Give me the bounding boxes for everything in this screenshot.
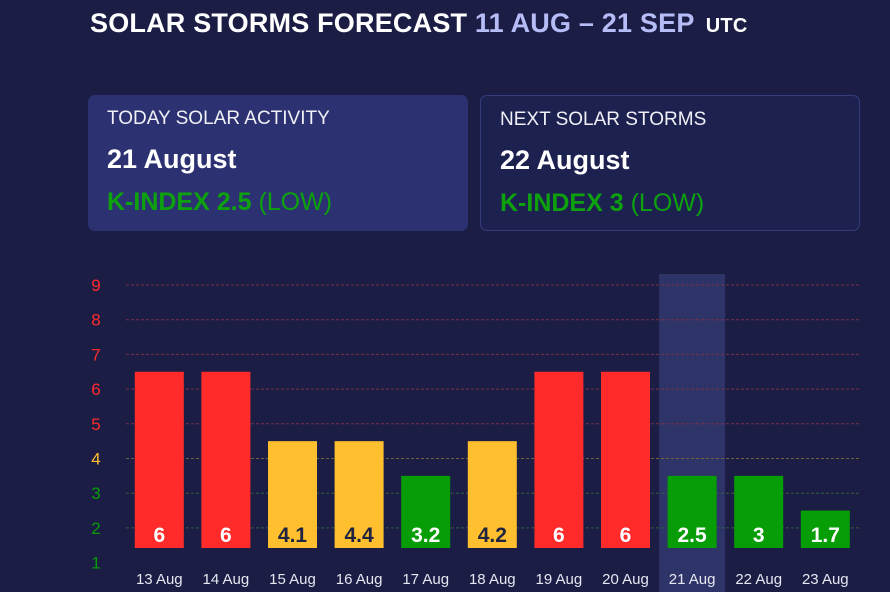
- bar-21-aug: [667, 475, 717, 548]
- today-kindex-value: K-INDEX 2.5: [107, 188, 252, 216]
- x-tick-label: 21 Aug: [669, 571, 716, 588]
- x-tick-label: 20 Aug: [602, 571, 649, 588]
- next-card-kindex: K-INDEX 3 (LOW): [500, 189, 840, 218]
- x-tick-label: 19 Aug: [536, 571, 583, 588]
- bar-23-aug: [800, 510, 850, 548]
- bar-14-aug: [201, 371, 251, 548]
- page-title: SOLAR STORMS FORECAST 11 AUG – 21 SEP UT…: [90, 8, 747, 39]
- title-main: SOLAR STORMS FORECAST: [90, 8, 468, 38]
- y-tick-label: 1: [91, 554, 100, 573]
- y-tick-label: 4: [91, 450, 100, 469]
- y-tick-label: 8: [91, 311, 100, 330]
- x-tick-label: 23 Aug: [802, 571, 849, 588]
- x-tick-label: 16 Aug: [336, 571, 383, 588]
- bar-value-label: 4.1: [278, 524, 308, 547]
- bar-value-label: 6: [153, 524, 165, 547]
- x-tick-label: 13 Aug: [136, 571, 183, 588]
- today-card-date: 21 August: [107, 144, 237, 174]
- bar-19-aug: [534, 371, 584, 548]
- bar-value-label: 1.7: [811, 524, 840, 547]
- bar-16-aug: [334, 441, 384, 548]
- title-date-range: 11 AUG – 21 SEP: [474, 8, 695, 38]
- x-tick-label: 18 Aug: [469, 571, 516, 588]
- y-tick-label: 5: [91, 415, 100, 434]
- bar-value-label: 6: [620, 524, 632, 547]
- today-card-kindex: K-INDEX 2.5 (LOW): [107, 188, 449, 217]
- bar-value-label: 4.2: [478, 524, 507, 547]
- next-card-date: 22 August: [500, 145, 630, 175]
- next-kindex-value: K-INDEX 3: [500, 189, 624, 217]
- y-tick-label: 7: [91, 345, 100, 364]
- bar-18-aug: [467, 441, 517, 548]
- x-tick-label: 17 Aug: [402, 571, 449, 588]
- next-kindex-level: (LOW): [630, 189, 705, 217]
- title-timezone: UTC: [705, 15, 748, 37]
- bar-value-label: 4.4: [344, 524, 374, 547]
- bar-value-label: 6: [220, 524, 232, 547]
- bar-17-aug: [401, 475, 451, 548]
- bar-value-label: 3: [753, 524, 765, 547]
- bar-value-label: 6: [553, 524, 565, 547]
- next-storms-card: NEXT SOLAR STORMS 22 August K-INDEX 3 (L…: [480, 95, 860, 231]
- bar-value-label: 2.5: [677, 524, 707, 547]
- y-tick-label: 6: [91, 380, 100, 399]
- bar-20-aug: [601, 371, 650, 548]
- today-kindex-level: (LOW): [258, 188, 333, 216]
- today-card-label: TODAY SOLAR ACTIVITY: [107, 108, 330, 129]
- today-activity-card: TODAY SOLAR ACTIVITY 21 August K-INDEX 2…: [88, 95, 468, 231]
- y-tick-label: 2: [91, 519, 100, 538]
- y-tick-label: 3: [91, 484, 100, 503]
- bar-22-aug: [734, 475, 784, 548]
- y-tick-label: 9: [91, 276, 100, 295]
- kindex-bar-chart: 1 2 3 4 5 6 7 8 9 6 13 Aug 6 14 Aug 4.1 15 Aug 4.4 16 Au…: [91, 274, 860, 592]
- bar-13-aug: [134, 371, 184, 548]
- bar-value-label: 3.2: [411, 524, 440, 547]
- bar-15-aug: [268, 441, 317, 548]
- next-card-label: NEXT SOLAR STORMS: [500, 109, 707, 130]
- x-tick-label: 15 Aug: [269, 571, 316, 588]
- x-tick-label: 14 Aug: [203, 571, 250, 588]
- x-tick-label: 22 Aug: [735, 571, 782, 588]
